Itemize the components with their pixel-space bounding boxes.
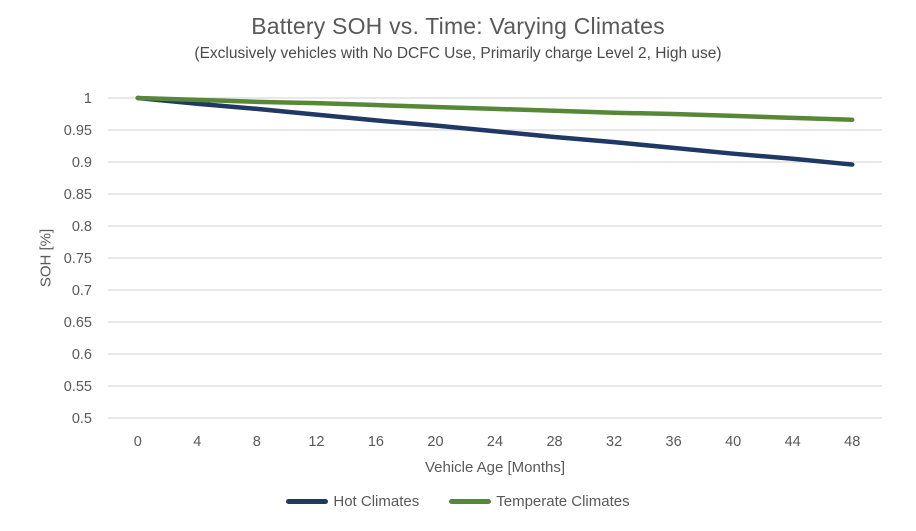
y-tick-label: 0.5 bbox=[72, 411, 92, 427]
x-tick-label: 24 bbox=[487, 434, 503, 450]
y-tick-label: 0.6 bbox=[72, 347, 92, 363]
y-tick-label: 0.75 bbox=[64, 251, 92, 267]
x-axis-title: Vehicle Age [Months] bbox=[424, 459, 566, 476]
y-tick-label: 0.7 bbox=[72, 283, 92, 299]
x-tick-label: 44 bbox=[785, 434, 801, 450]
x-tick-label: 32 bbox=[606, 434, 622, 450]
x-tick-label: 48 bbox=[844, 434, 860, 450]
x-tick-label: 40 bbox=[725, 434, 741, 450]
legend-item-temperate-climates: Temperate Climates bbox=[449, 493, 630, 510]
legend: Hot Climates Temperate Climates bbox=[0, 493, 916, 510]
legend-label: Temperate Climates bbox=[496, 493, 630, 510]
x-tick-label: 4 bbox=[193, 434, 201, 450]
y-tick-label: 0.9 bbox=[72, 155, 92, 171]
x-tick-label: 28 bbox=[546, 434, 562, 450]
legend-swatch-icon bbox=[286, 499, 329, 504]
y-tick-label: 0.95 bbox=[64, 123, 92, 139]
series-line-hot-climates bbox=[135, 95, 855, 167]
y-tick-label: 0.55 bbox=[64, 379, 92, 395]
x-tick-label: 20 bbox=[427, 434, 443, 450]
y-tick-label: 0.65 bbox=[64, 315, 92, 331]
y-tick-label: 0.85 bbox=[64, 187, 92, 203]
x-tick-label: 0 bbox=[134, 434, 142, 450]
x-tick-label: 12 bbox=[308, 434, 324, 450]
legend-item-hot-climates: Hot Climates bbox=[286, 493, 419, 510]
x-tick-label: 8 bbox=[253, 434, 261, 450]
y-tick-label: 1 bbox=[84, 91, 92, 107]
legend-swatch-icon bbox=[449, 499, 492, 504]
x-tick-label: 16 bbox=[368, 434, 384, 450]
y-tick-label: 0.8 bbox=[72, 219, 92, 235]
legend-label: Hot Climates bbox=[333, 493, 420, 510]
series-line-temperate-climates bbox=[135, 95, 855, 123]
chart-title: Battery SOH vs. Time: Varying Climates bbox=[251, 13, 665, 39]
chart-subtitle: (Exclusively vehicles with No DCFC Use, … bbox=[194, 45, 722, 62]
x-tick-label: 36 bbox=[666, 434, 682, 450]
